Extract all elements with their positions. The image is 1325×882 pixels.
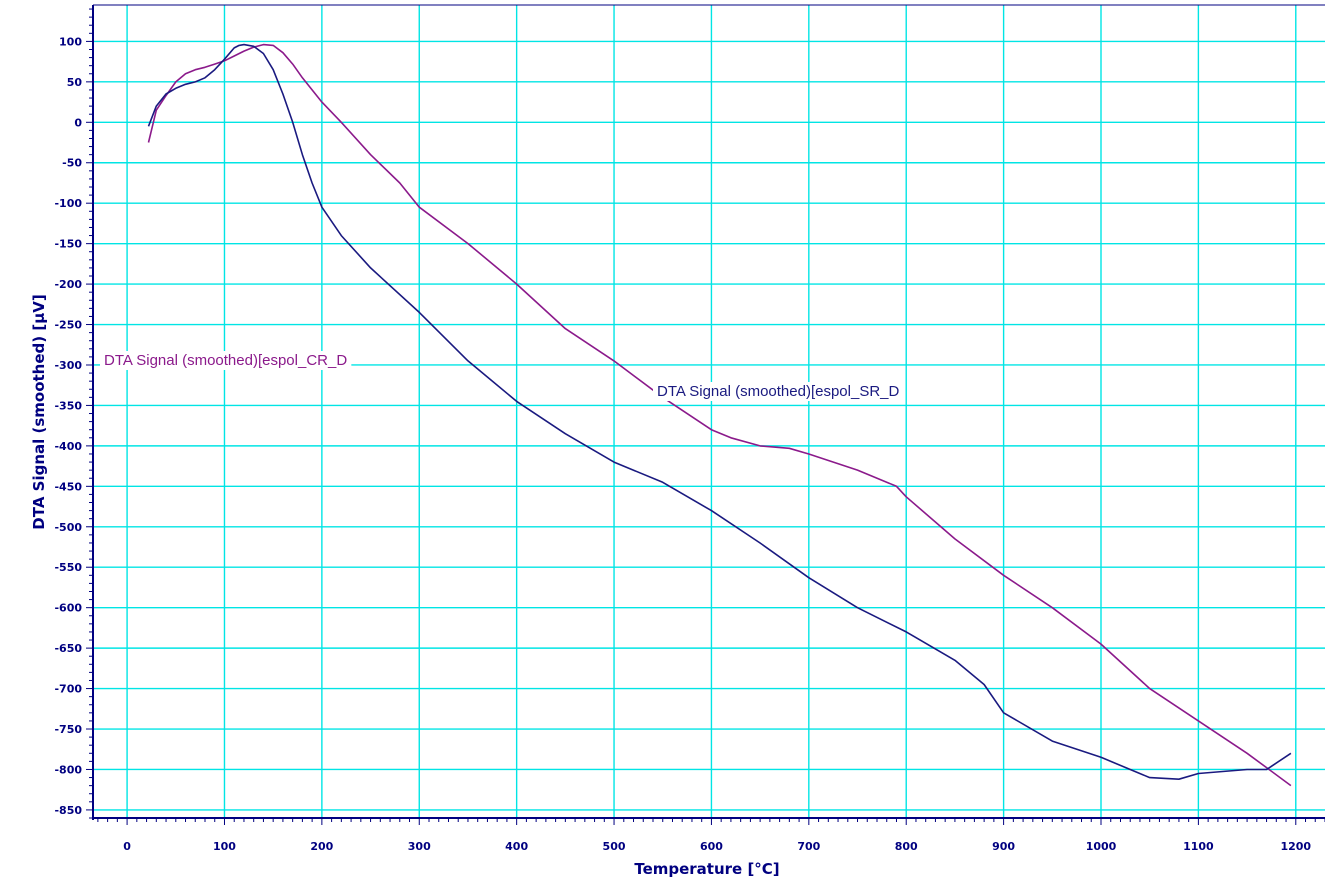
y-tick-label: -850 [54,804,82,817]
x-tick-label: 200 [310,840,333,853]
y-tick-label: 100 [59,35,82,48]
x-tick-label: 500 [603,840,626,853]
y-tick-label: -650 [54,642,82,655]
x-ticks: 0 100 200 300 400 500 600 700 800 900 1000 1100 1200 [97,818,1325,853]
y-tick-label: -300 [54,359,82,372]
x-tick-label: 700 [797,840,820,853]
x-tick-label: 300 [408,840,431,853]
y-tick-label: -150 [54,238,82,251]
x-tick-label: 100 [213,840,236,853]
x-tick-label: 900 [992,840,1015,853]
x-tick-label: 1100 [1183,840,1214,853]
axes [92,4,1325,820]
x-tick-label: 600 [700,840,723,853]
y-tick-label: -750 [54,723,82,736]
y-tick-label: -350 [54,399,82,412]
x-tick-label: 1000 [1086,840,1117,853]
y-tick-label: -700 [54,683,82,696]
x-tick-label: 400 [505,840,528,853]
series-lines [147,43,1292,787]
y-tick-label: -250 [54,319,82,332]
y-tick-label: -800 [54,763,82,776]
y-tick-label: -550 [54,561,82,574]
x-tick-label: 800 [895,840,918,853]
y-axis-title: DTA Signal (smoothed) [µV] [30,294,48,529]
y-tick-label: -500 [54,521,82,534]
y-tick-label: -400 [54,440,82,453]
y-tick-label: -100 [54,197,82,210]
sr-series-label: DTA Signal (smoothed)[espol_SR_D [657,383,900,400]
cr-label-background [100,351,352,370]
x-tick-label: 1200 [1280,840,1311,853]
x-tick-label: 0 [123,840,131,853]
sr-series-line [147,43,1292,780]
y-tick-label: 0 [74,116,82,129]
x-axis-title: Temperature [°C] [634,860,779,878]
y-tick-label: -450 [54,480,82,493]
y-tick-label: -50 [62,157,82,170]
y-tick-label: -200 [54,278,82,291]
grid-lines [93,5,1325,818]
cr-series-label: DTA Signal (smoothed)[espol_CR_D [104,352,347,369]
cr-series-line [147,43,1292,787]
y-tick-label: 50 [67,76,83,89]
y-ticks: 100 50 0 -50 -100 -150 -200 -250 -300 -350 -400 -45… [54,8,93,819]
annotations: DTA Signal (smoothed)[espol_CR_D DTA Sig… [100,351,904,401]
y-tick-label: -600 [54,602,82,615]
sr-label-background [653,382,904,401]
